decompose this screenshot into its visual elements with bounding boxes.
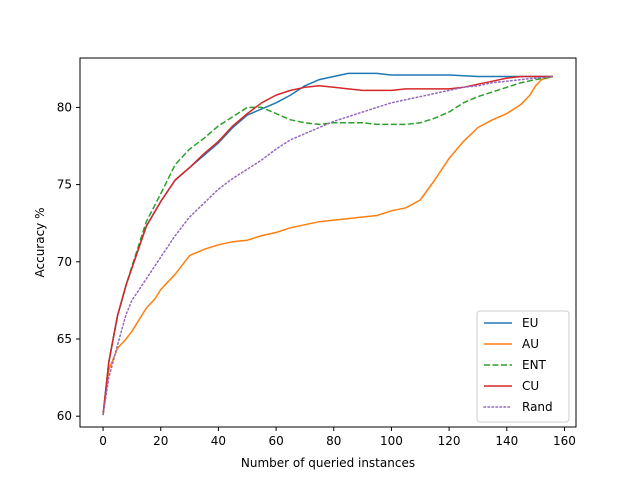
legend-label-au: AU <box>522 337 539 351</box>
legend-label-cu: CU <box>522 379 539 393</box>
y-axis-ticks: 60 65 70 75 80 <box>57 100 80 423</box>
plot-lines <box>102 72 554 416</box>
y-tick-label: 70 <box>57 255 72 269</box>
series-line-rand <box>102 75 554 416</box>
y-tick-label: 65 <box>57 332 72 346</box>
x-tick-label: 120 <box>438 434 461 448</box>
x-tick-label: 60 <box>268 434 283 448</box>
x-tick-label: 80 <box>326 434 341 448</box>
y-tick-label: 75 <box>57 178 72 192</box>
x-axis-label: Number of queried instances <box>241 456 415 470</box>
x-tick-label: 100 <box>380 434 403 448</box>
axes-frame <box>79 57 577 428</box>
legend-label-ent: ENT <box>522 358 547 372</box>
x-axis-ticks: 0 20 40 60 80 100 120 140 160 <box>99 427 576 448</box>
x-tick-label: 140 <box>495 434 518 448</box>
x-tick-label: 40 <box>211 434 226 448</box>
legend: EU AU ENT CU Rand <box>476 310 570 423</box>
y-tick-label: 80 <box>57 100 72 114</box>
y-axis-label: Accuracy % <box>33 207 47 277</box>
x-tick-label: 160 <box>553 434 576 448</box>
series-line-ent <box>102 75 554 415</box>
legend-box <box>476 310 570 423</box>
x-tick-label: 20 <box>153 434 168 448</box>
legend-label-eu: EU <box>522 316 538 330</box>
series-line-au <box>102 75 554 415</box>
legend-label-rand: Rand <box>522 400 553 414</box>
x-tick-label: 0 <box>99 434 107 448</box>
series-line-cu <box>102 75 553 415</box>
y-tick-label: 60 <box>57 409 72 423</box>
